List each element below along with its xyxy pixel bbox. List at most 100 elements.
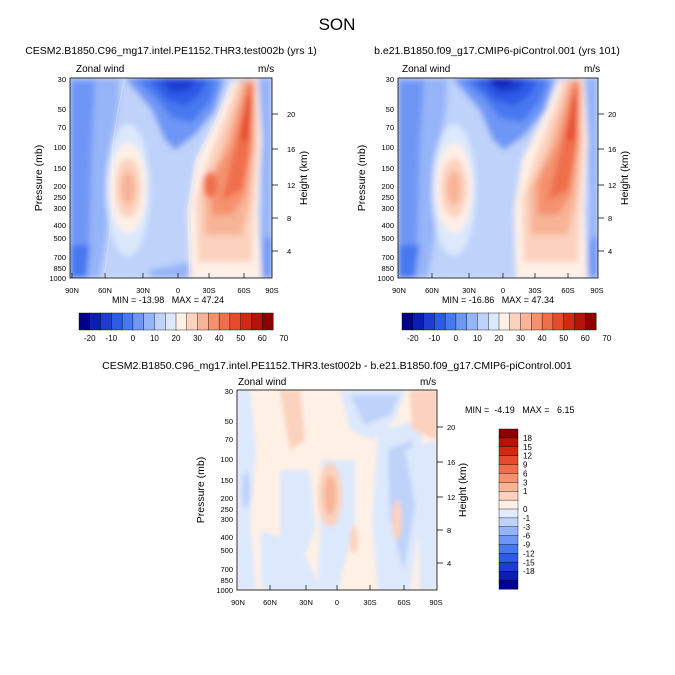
p2-xtick-30s: 30S [528,286,541,295]
colorbar-diff-swatch [498,562,519,572]
p1-ytick-50: 50 [58,105,66,114]
colorbar-2-label: 50 [559,334,568,343]
p2-xtick-0: 0 [501,286,505,295]
colorbar-1-swatch [111,312,123,331]
colorbar-1-swatch [154,312,166,331]
colorbar-1-swatch [197,312,209,331]
colorbar-2-swatch [509,312,522,331]
colorbar-2-label: 60 [581,334,590,343]
panel-1-ylabel-right: Height (km) [298,151,310,205]
p2-ytick-200: 200 [381,182,394,191]
colorbar-1-swatch [175,312,188,331]
colorbar-diff-label: 9 [523,461,528,470]
colorbar-1-label: 70 [279,334,288,343]
p2-ytick-70: 70 [386,123,394,132]
p3-xtick-30n: 30N [299,598,313,607]
p2-ytick-400: 400 [381,221,394,230]
panel-2-title: b.e21.B1850.f09_g17.CMIP6-piControl.001 … [374,45,620,57]
p3-ytick-500: 500 [220,546,233,555]
p3-xtick-30s: 30S [363,598,376,607]
panel-1-minmax: MIN = -13.98 MAX = 47.24 [112,295,224,305]
colorbar-2-swatch [423,312,435,331]
panel-1-ylabel: Pressure (mb) [33,145,45,212]
colorbar-1-label: 30 [193,334,202,343]
figure-title: SON [319,15,356,34]
p3-ztick-16: 16 [447,458,455,467]
colorbar-1-swatch [208,312,220,331]
colorbar-1-label: 50 [236,334,245,343]
p2-ytick-30: 30 [386,75,394,84]
colorbar-diff-label: 0 [523,505,528,514]
colorbar-diff-label: 18 [523,434,532,443]
panel-2-x-ticks: 90N 60N 30N 0 30S 60S 90S [392,273,604,295]
colorbar-diff-label: 3 [523,478,528,487]
colorbar-2-swatch [563,312,575,331]
colorbar-diff-label: -6 [523,532,531,541]
colorbar-2-swatch [574,312,586,331]
colorbar-2-label: -20 [407,334,419,343]
p3-ytick-150: 150 [220,476,233,485]
p1-ytick-1000: 1000 [49,274,66,283]
p1-ytick-850: 850 [53,264,66,273]
p2-xtick-60s: 60S [561,286,574,295]
p1-xtick-0: 0 [176,286,180,295]
p3-ztick-4: 4 [447,559,451,568]
colorbar-1-swatch [229,312,242,331]
p3-xtick-90s: 90S [429,598,442,607]
colorbar-diff-swatch [498,428,519,439]
panel-2-frame [397,77,599,279]
panel-2-left-label: Zonal wind [402,64,450,75]
p1-ztick-16: 16 [287,145,295,154]
panel-1-right-ticks: 20 16 12 8 4 [272,110,295,256]
colorbar-1-swatch [218,312,231,331]
panel-2-minmax: MIN = -16.86 MAX = 47.34 [442,295,554,305]
p3-ytick-700: 700 [220,565,233,574]
p3-ztick-8: 8 [447,526,451,535]
p1-ytick-400: 400 [53,221,66,230]
colorbar-diff-swatch [498,482,519,492]
p2-ytick-50: 50 [386,105,394,114]
colorbar-2-label: 40 [538,334,547,343]
colorbar-diff-swatch [498,535,519,546]
p1-xtick-60n: 60N [98,286,112,295]
colorbar-2-label: -10 [429,334,441,343]
colorbar-diff-swatch [498,446,519,457]
p1-ytick-100: 100 [53,143,66,152]
colorbar-1-swatch [78,312,91,331]
colorbar-1-swatch [251,312,263,331]
p1-xtick-90n: 90N [65,286,79,295]
colorbar-2-swatch [520,312,532,331]
p1-ytick-150: 150 [53,164,66,173]
colorbar-2-swatch [434,312,446,331]
colorbar-1-label: -20 [84,334,96,343]
colorbar-2-label: 30 [516,334,525,343]
panel-2-units: m/s [584,64,600,75]
colorbar-diff-label: -12 [523,549,535,558]
colorbar-diff-swatch [498,526,519,537]
colorbar-diff-swatch [498,464,519,474]
colorbar-1-swatch [100,312,112,331]
colorbar-1-swatch [143,312,155,331]
panel-1-frame [69,77,273,279]
p3-xtick-60n: 60N [263,598,277,607]
colorbar-diff-label: 15 [523,443,532,452]
p1-ytick-30: 30 [58,75,66,84]
p3-ytick-50: 50 [225,417,233,426]
p2-ytick-250: 250 [381,193,394,202]
colorbar-1-swatch [262,312,274,331]
colorbar-diff-label: 6 [523,469,528,478]
p3-ytick-300: 300 [220,515,233,524]
p3-xtick-60s: 60S [397,598,410,607]
panel-3-right-ticks: 20 16 12 8 4 [437,423,455,568]
p2-ytick-100: 100 [381,143,394,152]
panel-1-units: m/s [258,64,274,75]
p3-ytick-850: 850 [220,576,233,585]
colorbar-2-label: 10 [473,334,482,343]
panel-2-ylabel-right: Height (km) [619,151,631,205]
p2-ztick-20: 20 [608,110,616,119]
colorbar-1-label: 40 [215,334,224,343]
p2-ytick-1000: 1000 [377,274,394,283]
colorbar-diff-label: -15 [523,558,535,567]
